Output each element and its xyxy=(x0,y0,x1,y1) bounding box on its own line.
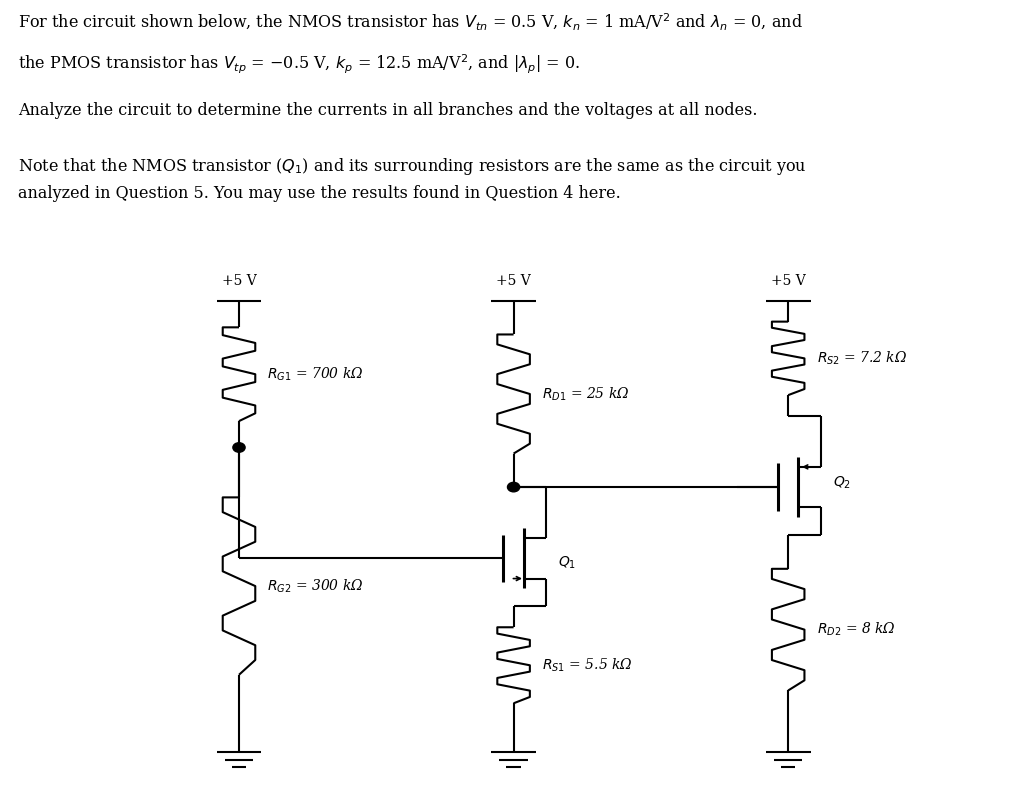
Text: +5 V: +5 V xyxy=(222,274,256,288)
Circle shape xyxy=(233,443,245,452)
Text: $Q_1$: $Q_1$ xyxy=(558,554,577,570)
Text: +5 V: +5 V xyxy=(496,274,531,288)
Text: $R_{D2}$ = 8 kΩ: $R_{D2}$ = 8 kΩ xyxy=(817,621,895,638)
Text: For the circuit shown below, the NMOS transistor has $V_{tn}$ = 0.5 V, $k_n$ = 1: For the circuit shown below, the NMOS tr… xyxy=(18,12,803,33)
Text: $R_{S1}$ = 5.5 kΩ: $R_{S1}$ = 5.5 kΩ xyxy=(542,657,633,674)
Text: $R_{D1}$ = 25 kΩ: $R_{D1}$ = 25 kΩ xyxy=(542,386,630,402)
Text: $R_{G1}$ = 700 kΩ: $R_{G1}$ = 700 kΩ xyxy=(267,366,364,383)
Text: +5 V: +5 V xyxy=(771,274,805,288)
Text: Note that the NMOS transistor ($Q_1$) and its surrounding resistors are the same: Note that the NMOS transistor ($Q_1$) an… xyxy=(18,156,806,177)
Text: $R_{S2}$ = 7.2 kΩ: $R_{S2}$ = 7.2 kΩ xyxy=(817,350,907,367)
Text: analyzed in Question 5. You may use the results found in Question 4 here.: analyzed in Question 5. You may use the … xyxy=(18,185,621,202)
Text: $R_{G2}$ = 300 kΩ: $R_{G2}$ = 300 kΩ xyxy=(267,577,364,595)
Text: Analyze the circuit to determine the currents in all branches and the voltages a: Analyze the circuit to determine the cur… xyxy=(18,102,758,120)
Text: the PMOS transistor has $V_{tp}$ = $-$0.5 V, $k_p$ = 12.5 mA/V$^2$, and |$\lambd: the PMOS transistor has $V_{tp}$ = $-$0.… xyxy=(18,53,581,76)
Text: $Q_2$: $Q_2$ xyxy=(833,475,851,491)
Circle shape xyxy=(507,482,520,492)
